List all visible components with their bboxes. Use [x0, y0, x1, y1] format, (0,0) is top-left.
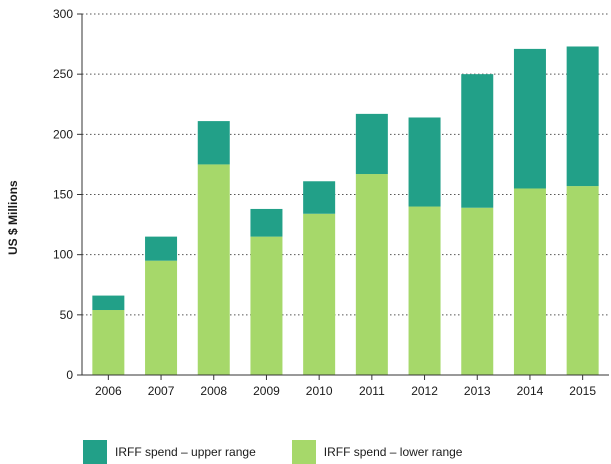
- bar-2009-upper: [250, 208, 283, 237]
- x-tick-label-2012: 2012: [411, 384, 438, 398]
- y-axis-label-text: US $ Millions: [6, 180, 20, 255]
- x-tick-label-2008: 2008: [200, 384, 227, 398]
- x-axis: 2006 2007 2008 2009 2010 2011 2012 2013 2014 2015: [82, 374, 609, 398]
- legend: IRFF spend – upper range IRFF spend – lo…: [83, 440, 498, 464]
- y-tick-label-150: 150: [53, 188, 73, 202]
- bars: [92, 46, 599, 375]
- legend-swatch-upper: [83, 440, 107, 464]
- x-tick-label-2015: 2015: [569, 384, 596, 398]
- legend-swatch-lower: [291, 440, 316, 464]
- bar-2006-lower: [92, 310, 125, 375]
- bar-2007-upper: [145, 236, 178, 261]
- y-tick-label-100: 100: [53, 248, 73, 262]
- x-tick-label-2009: 2009: [253, 384, 280, 398]
- legend-label-lower: IRFF spend – lower range: [323, 445, 463, 459]
- bar-2009-lower: [250, 236, 283, 375]
- bar-2013-lower: [461, 207, 494, 375]
- bar-2010-lower: [303, 213, 336, 375]
- bar-2013-upper: [461, 74, 494, 208]
- bar-2014-upper: [513, 48, 546, 189]
- x-tick-label-2006: 2006: [95, 384, 122, 398]
- x-tick-label-2013: 2013: [464, 384, 491, 398]
- bar-2007-lower: [145, 260, 178, 375]
- y-tick-label-250: 250: [53, 67, 73, 81]
- bar-2012-lower: [408, 206, 441, 375]
- legend-item-lower: IRFF spend – lower range: [291, 440, 463, 464]
- x-tick-label-2007: 2007: [148, 384, 175, 398]
- y-axis: 0 50 100 150 200 250 300: [53, 7, 83, 382]
- x-tick-label-2014: 2014: [517, 384, 544, 398]
- bar-2011-upper: [355, 113, 388, 175]
- bar-2010-upper: [303, 181, 336, 214]
- bar-2015-upper: [566, 46, 599, 187]
- x-tick-label-2010: 2010: [306, 384, 333, 398]
- bar-2015-lower: [566, 186, 599, 375]
- y-tick-label-0: 0: [66, 368, 73, 382]
- bar-2008-lower: [197, 164, 230, 375]
- bar-2011-lower: [355, 174, 388, 375]
- y-tick-label-300: 300: [53, 7, 73, 21]
- legend-label-upper: IRFF spend – upper range: [115, 445, 256, 459]
- bar-2008-upper: [197, 121, 230, 165]
- x-tick-label-2011: 2011: [359, 384, 385, 398]
- y-tick-label-200: 200: [53, 127, 73, 141]
- bar-2014-lower: [513, 188, 546, 375]
- y-tick-label-50: 50: [60, 308, 74, 322]
- bar-2006-upper: [92, 295, 125, 311]
- bar-2012-upper: [408, 117, 441, 207]
- legend-item-upper: IRFF spend – upper range: [83, 440, 256, 464]
